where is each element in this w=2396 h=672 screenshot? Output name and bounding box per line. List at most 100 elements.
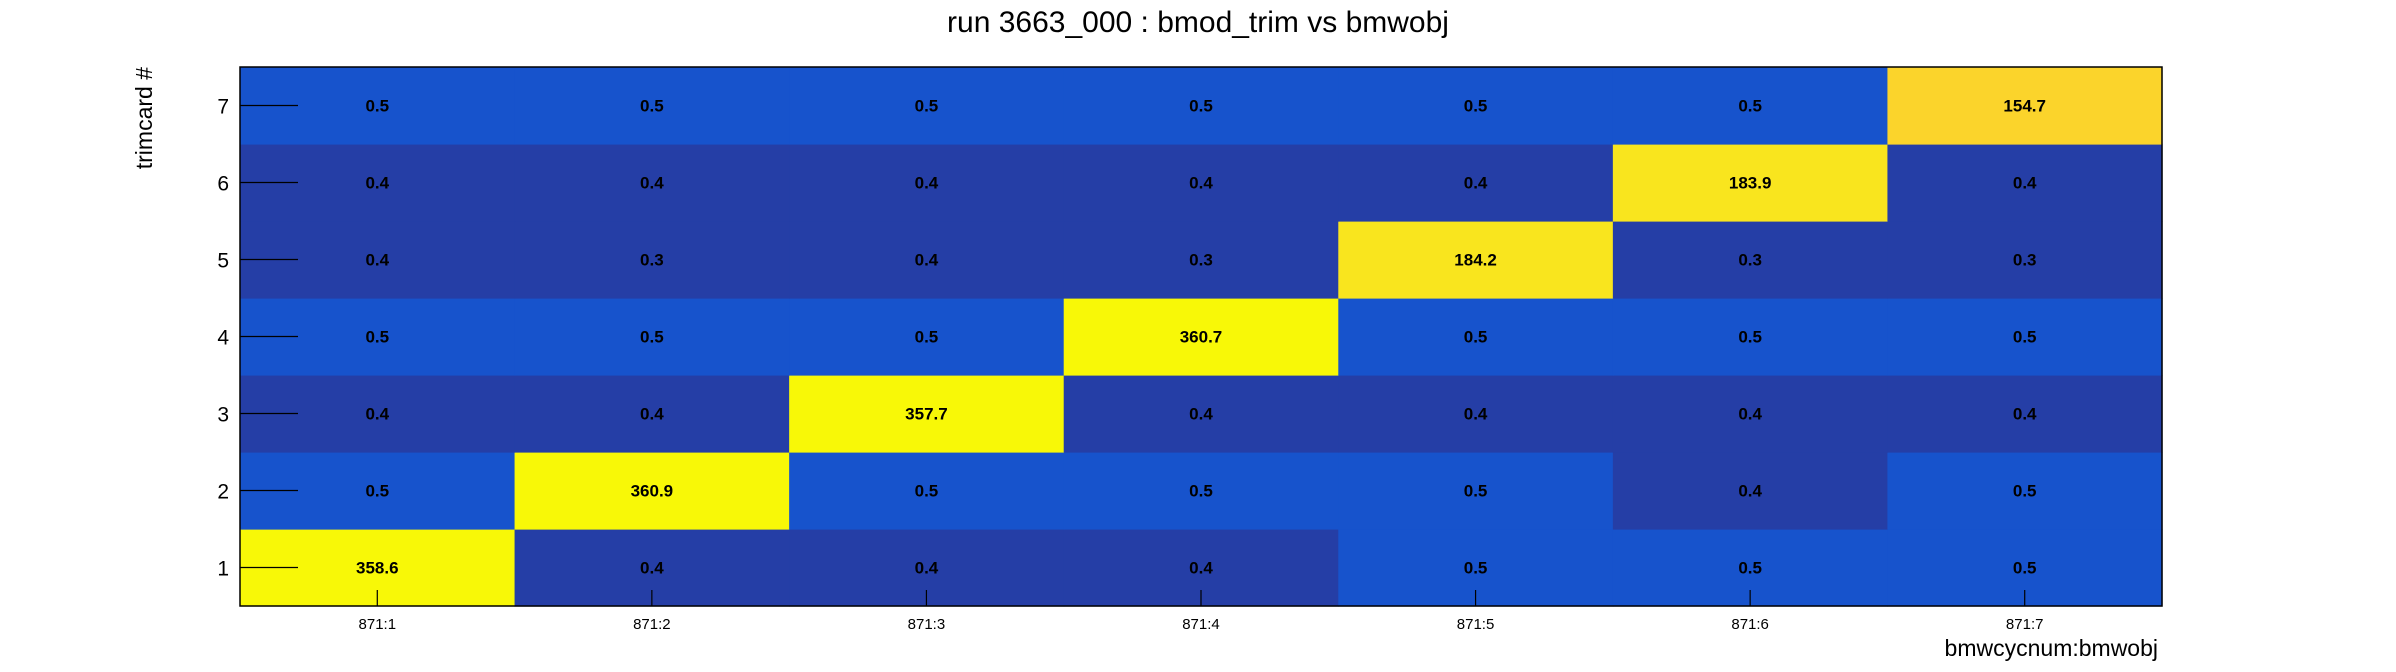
- heatmap-cells: [240, 67, 2163, 607]
- heatmap-cell: [1338, 375, 1614, 453]
- heatmap-cell: [1063, 298, 1339, 376]
- cell-value-label: 0.5: [1464, 328, 1488, 347]
- cell-value-label: 0.5: [915, 328, 939, 347]
- cell-value-label: 0.3: [1738, 251, 1762, 270]
- heatmap-cell: [1063, 144, 1339, 222]
- cell-value-label: 0.5: [365, 97, 389, 116]
- heatmap-cell: [1612, 298, 1889, 376]
- cell-value-label: 0.4: [365, 405, 389, 424]
- heatmap-cell: [514, 375, 790, 453]
- y-tick-label: 6: [217, 173, 229, 196]
- chart-title: run 3663_000 : bmod_trim vs bmwobj: [947, 6, 1449, 39]
- x-tick-label: 871:2: [633, 616, 671, 633]
- cell-value-label: 0.4: [1738, 482, 1762, 501]
- cell-value-label: 0.4: [640, 174, 664, 193]
- cell-value-label: 0.4: [640, 559, 664, 578]
- y-axis: 1 2 3 4 5 6 7: [217, 96, 298, 581]
- cell-value-label: 0.4: [915, 174, 939, 193]
- heatmap-cell: [789, 452, 1065, 530]
- y-tick-label: 7: [217, 96, 229, 119]
- cell-value-label: 0.5: [1189, 482, 1213, 501]
- cell-value-label: 357.7: [905, 405, 948, 424]
- cell-value-label: 0.4: [1189, 559, 1213, 578]
- cell-value-label: 0.4: [2013, 174, 2037, 193]
- x-tick-label: 871:6: [1731, 616, 1769, 633]
- heatmap-cell: [514, 452, 790, 530]
- cell-value-label: 184.2: [1454, 251, 1497, 270]
- cell-value-label: 183.9: [1729, 174, 1772, 193]
- heatmap-cell: [1887, 298, 2163, 376]
- cell-value-label: 0.5: [2013, 328, 2037, 347]
- cell-value-label: 0.5: [1464, 482, 1488, 501]
- cell-value-label: 0.5: [1464, 559, 1488, 578]
- cell-value-label: 0.5: [640, 328, 664, 347]
- heatmap-cell: [1063, 67, 1339, 145]
- cell-value-label: 0.5: [915, 97, 939, 116]
- cell-value-label: 0.4: [2013, 405, 2037, 424]
- heatmap-cell: [1887, 221, 2163, 299]
- heatmap-cell: [1338, 67, 1614, 145]
- cell-value-label: 0.5: [2013, 482, 2037, 501]
- y-axis-label: trimcard #: [131, 67, 157, 169]
- heatmap-cell: [789, 67, 1065, 145]
- heatmap-cell: [514, 221, 790, 299]
- heatmap-cell: [789, 144, 1065, 222]
- cell-value-label: 0.5: [1738, 559, 1762, 578]
- x-tick-label: 871:7: [2006, 616, 2044, 633]
- cell-value-label: 0.4: [1738, 405, 1762, 424]
- heatmap-cell: [789, 375, 1065, 453]
- y-tick-label: 3: [217, 404, 229, 427]
- cell-value-label: 154.7: [2003, 97, 2046, 116]
- x-tick-label: 871:5: [1457, 616, 1495, 633]
- cell-value-label: 0.4: [1464, 174, 1488, 193]
- heatmap-cell: [1338, 298, 1614, 376]
- heatmap-cell: [1612, 144, 1889, 222]
- cell-value-label: 0.3: [2013, 251, 2037, 270]
- heatmap-cell: [1887, 452, 2163, 530]
- heatmap-cell: [514, 67, 790, 145]
- cell-value-label: 0.5: [1189, 97, 1213, 116]
- cell-value-label: 0.4: [365, 251, 389, 270]
- heatmap-cell: [1338, 221, 1614, 299]
- y-tick-label: 1: [217, 558, 229, 581]
- cell-value-label: 0.4: [1464, 405, 1488, 424]
- cell-value-label: 358.6: [356, 559, 399, 578]
- x-axis-label: bmwcycnum:bmwobj: [1945, 635, 2158, 661]
- heatmap-cell: [1612, 375, 1889, 453]
- heatmap-cell: [514, 298, 790, 376]
- cell-value-label: 0.3: [1189, 251, 1213, 270]
- heatmap-cell: [1338, 144, 1614, 222]
- x-tick-label: 871:1: [359, 616, 397, 633]
- cell-value-label: 360.9: [631, 482, 674, 501]
- x-tick-label: 871:4: [1182, 616, 1220, 633]
- cell-value-label: 0.4: [1189, 174, 1213, 193]
- cell-value-label: 0.5: [1464, 97, 1488, 116]
- x-tick-label: 871:3: [908, 616, 946, 633]
- y-tick-label: 2: [217, 481, 229, 504]
- heatmap-cell: [1887, 375, 2163, 453]
- heatmap-cell: [1887, 144, 2163, 222]
- heatmap-cell: [789, 221, 1065, 299]
- cell-value-label: 0.5: [365, 328, 389, 347]
- cell-value-label: 0.5: [1738, 97, 1762, 116]
- cell-value-label: 0.4: [640, 405, 664, 424]
- heatmap-cell: [1063, 452, 1339, 530]
- heatmap-cell: [1612, 452, 1889, 530]
- cell-value-label: 0.4: [1189, 405, 1213, 424]
- y-tick-label: 5: [217, 250, 229, 273]
- heatmap-cell: [1612, 221, 1889, 299]
- heatmap-cell: [514, 144, 790, 222]
- cell-value-label: 0.4: [915, 251, 939, 270]
- cell-value-label: 0.5: [1738, 328, 1762, 347]
- heatmap-cell: [1338, 452, 1614, 530]
- cell-value-label: 0.5: [915, 482, 939, 501]
- heatmap-cell: [1612, 67, 1889, 145]
- cell-value-label: 360.7: [1180, 328, 1223, 347]
- cell-value-label: 0.3: [640, 251, 664, 270]
- cell-value-labels: 358.6 0.4 0.4 0.4 0.5 0.5 0.5 0.5 360.9 0.5 0.5 0.5…: [356, 97, 2046, 578]
- cell-value-label: 0.4: [915, 559, 939, 578]
- heatmap-cell: [1063, 221, 1339, 299]
- heatmap-cell: [1063, 375, 1339, 453]
- cell-value-label: 0.5: [640, 97, 664, 116]
